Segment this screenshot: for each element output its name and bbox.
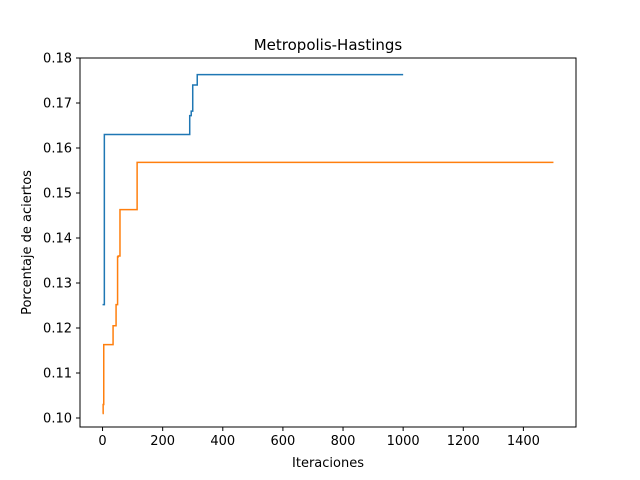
x-tick-label: 1000 — [387, 434, 420, 449]
chart-title: Metropolis-Hastings — [254, 36, 403, 54]
y-tick-label: 0.10 — [43, 412, 72, 427]
series-line-2 — [102, 161, 554, 415]
y-axis-label: Porcentaje de aciertos — [20, 170, 35, 315]
x-axis-ticks: 0 200 400 600 800 1000 1200 1400 — [98, 427, 540, 449]
y-tick-label: 0.14 — [43, 232, 72, 247]
x-tick-label: 200 — [150, 434, 175, 449]
y-tick-label: 0.18 — [43, 52, 72, 67]
y-tick-label: 0.17 — [43, 97, 72, 112]
x-tick-label: 0 — [98, 434, 106, 449]
x-axis-label: Iteraciones — [292, 456, 364, 471]
x-tick-label: 600 — [270, 434, 295, 449]
x-tick-label: 800 — [331, 434, 356, 449]
series-line-1 — [102, 73, 404, 306]
x-tick-label: 1400 — [507, 434, 540, 449]
y-tick-label: 0.15 — [43, 187, 72, 202]
y-tick-label: 0.13 — [43, 277, 72, 292]
y-tick-label: 0.11 — [43, 367, 72, 382]
y-tick-label: 0.12 — [43, 322, 72, 337]
plot-area — [102, 73, 554, 415]
y-tick-label: 0.16 — [43, 142, 72, 157]
x-tick-label: 1200 — [447, 434, 480, 449]
axes-frame — [79, 57, 577, 428]
y-axis-ticks: 0.10 0.11 0.12 0.13 0.14 0.15 0.16 0.17 0.18 — [43, 52, 80, 427]
x-tick-label: 400 — [210, 434, 235, 449]
